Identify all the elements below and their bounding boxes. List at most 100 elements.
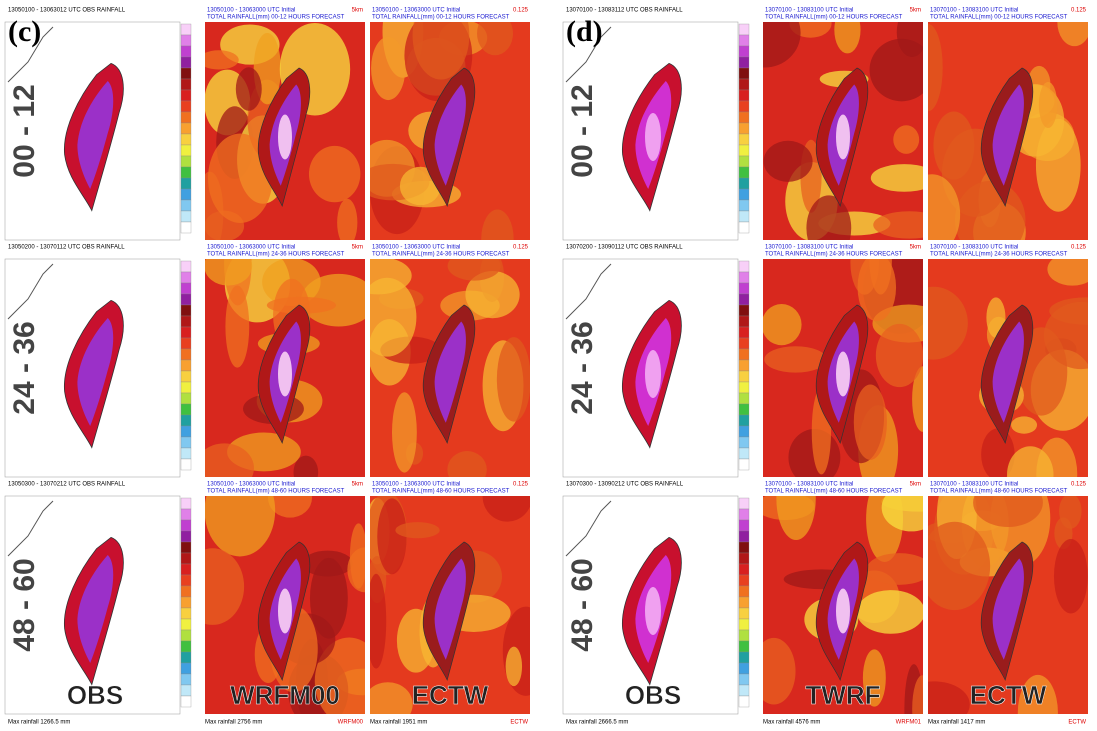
colorbar-swatch — [180, 508, 192, 521]
ectw-res: 0.125 — [1071, 8, 1087, 14]
map-content — [763, 22, 923, 240]
model-header: 13070100 - 13083100 UTC Initial — [765, 8, 853, 14]
colorbar-swatch — [180, 188, 192, 201]
island-core — [645, 587, 661, 635]
colorbar-swatch — [738, 414, 750, 427]
rain-patch — [205, 50, 239, 70]
colorbar-swatch — [738, 155, 750, 168]
panel-label: (c) — [8, 15, 41, 48]
map-content — [205, 259, 365, 477]
island-inner — [992, 84, 1024, 186]
colorbar-swatch — [180, 563, 192, 576]
colorbar-swatch — [738, 607, 750, 620]
map-content — [763, 496, 923, 714]
colorbar-swatch — [180, 618, 192, 631]
rain-patch — [205, 443, 254, 477]
island — [422, 304, 476, 445]
rain-patch — [875, 323, 923, 388]
map-content — [928, 259, 1088, 477]
colorbar-swatch — [180, 210, 192, 223]
rain-patch — [1007, 446, 1054, 477]
island — [257, 304, 311, 445]
rain-patch — [377, 498, 407, 575]
map-content — [205, 22, 361, 240]
column-label: OBS — [625, 680, 681, 710]
island-inner — [992, 558, 1024, 660]
colorbar-swatch — [738, 403, 750, 416]
colorbar-swatch — [180, 607, 192, 620]
island-inner — [992, 321, 1024, 423]
colorbar-swatch — [738, 166, 750, 179]
island — [422, 541, 476, 682]
model-subheader: TOTAL RAINFALL(mm) 00-12 HOURS FORECAST — [765, 15, 903, 21]
island-inner — [434, 84, 466, 186]
colorbar-swatch — [180, 651, 192, 664]
rain-patch — [893, 125, 920, 154]
colorbar-swatch — [180, 293, 192, 306]
island-core — [836, 588, 850, 634]
colorbar-swatch — [738, 177, 750, 190]
colorbar-swatch — [738, 315, 750, 328]
rain-patch — [205, 496, 276, 557]
colorbar-swatch — [738, 574, 750, 587]
rain-patch — [764, 346, 827, 373]
island-core — [645, 113, 661, 161]
island-core — [836, 114, 850, 160]
rain-patch — [1047, 259, 1088, 286]
colorbar-swatch — [738, 425, 750, 438]
island-inner — [77, 81, 114, 189]
ectw-header: 13070100 - 13083100 UTC Initial — [930, 482, 1018, 488]
colorbar-swatch — [738, 508, 750, 521]
island — [980, 67, 1034, 208]
colorbar-swatch — [180, 260, 192, 273]
model-subheader: TOTAL RAINFALL(mm) 48-60 HOURS FORECAST — [207, 489, 345, 495]
rain-patch — [391, 392, 417, 473]
colorbar-swatch — [738, 370, 750, 383]
ectw-res: 0.125 — [513, 482, 529, 488]
colorbar-swatch — [180, 629, 192, 642]
column-label: OBS — [67, 680, 123, 710]
colorbar-swatch — [180, 177, 192, 190]
model-header: 13050100 - 13063000 UTC Initial — [207, 482, 295, 488]
rain-patch — [1053, 538, 1088, 614]
colorbar-swatch — [180, 640, 192, 653]
map-content — [763, 259, 923, 477]
obs-header: 13070100 - 13083112 UTC OBS RAINFALL — [566, 8, 683, 14]
model-res: 5km — [910, 245, 921, 251]
row-label: 24 - 36 — [566, 321, 599, 414]
colorbar-swatch — [180, 221, 192, 234]
ectw-res: 0.125 — [513, 8, 529, 14]
column-label: WRFM00 — [230, 680, 340, 710]
ectw-header: 13070100 - 13083100 UTC Initial — [930, 8, 1018, 14]
colorbar-swatch — [738, 519, 750, 532]
rain-patch — [371, 36, 406, 101]
rain-patch — [896, 22, 923, 58]
rain-patch — [465, 271, 520, 319]
rain-patch — [370, 682, 413, 714]
map-content — [370, 496, 530, 714]
rain-patch — [266, 296, 337, 314]
colorbar-swatch — [738, 348, 750, 361]
footer-text: Max rainfall 4576 mm — [763, 720, 820, 726]
island — [815, 304, 869, 445]
column-label: ECTW — [970, 680, 1047, 710]
island — [64, 299, 124, 449]
panel-label: (d) — [566, 15, 603, 48]
ectw-res: 0.125 — [513, 245, 529, 251]
rain-patch — [447, 451, 487, 477]
rain-patch — [928, 521, 991, 611]
colorbar-swatch — [738, 56, 750, 69]
model-res: 5km — [352, 8, 363, 14]
footer-tag: WRFM00 — [338, 720, 364, 726]
rain-patch — [763, 140, 813, 182]
rain-patch — [337, 198, 358, 240]
rain-patch — [447, 259, 501, 281]
colorbar-swatch — [180, 348, 192, 361]
rain-patch — [370, 259, 412, 295]
rain-patch — [208, 133, 273, 223]
colorbar-swatch — [180, 552, 192, 565]
colorbar-swatch — [180, 23, 192, 36]
colorbar-swatch — [180, 111, 192, 124]
island — [622, 299, 682, 449]
rain-patch — [370, 277, 417, 357]
